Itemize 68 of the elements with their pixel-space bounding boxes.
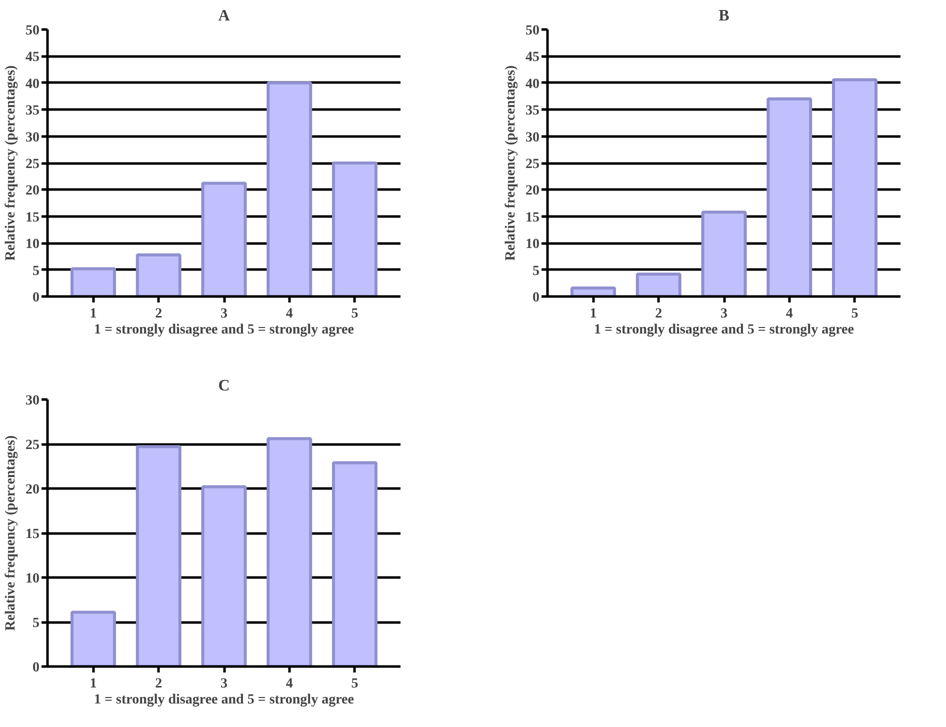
y-axis-title: Relative frequency (percentages) [4, 434, 18, 631]
y-tick-label: 20 [26, 184, 40, 199]
y-tick-label: 30 [26, 130, 40, 146]
x-axis-title: 1 = strongly disagree and 5 = strongly agree [594, 322, 854, 338]
y-tick-label: 35 [526, 104, 540, 119]
chart-title: B [718, 8, 730, 24]
x-tick-label: 3 [720, 306, 728, 322]
y-tick-label: 10 [26, 237, 40, 252]
y-tick-label: 5 [532, 264, 540, 279]
x-axis-title: 1 = strongly disagree and 5 = strongly agree [94, 322, 354, 338]
y-tick-label: 0 [32, 290, 40, 306]
bar [266, 81, 312, 296]
bar [70, 610, 116, 666]
y-tick-label: 30 [526, 130, 540, 146]
y-tick-label: 25 [26, 157, 40, 172]
y-tick-label: 20 [26, 482, 40, 498]
y-tick-label: 45 [26, 50, 40, 66]
chart-title: C [218, 378, 230, 394]
y-tick-label: 40 [526, 76, 540, 92]
x-tick-label: 1 [90, 676, 97, 692]
y-tick-label: 0 [32, 660, 40, 676]
bar [201, 182, 247, 296]
y-axis-title: Relative frequency (percentages) [4, 64, 18, 261]
x-tick-label: 1 [590, 306, 597, 322]
x-tick-label: 1 [90, 306, 97, 322]
x-tick-label: 2 [655, 306, 662, 322]
x-tick-label: 5 [351, 676, 358, 692]
y-tick-label: 20 [526, 184, 540, 199]
bar [332, 162, 378, 296]
x-tick-label: 3 [220, 676, 228, 692]
y-axis-title: Relative frequency (percentages) [504, 64, 518, 261]
y-tick-label: 25 [526, 157, 540, 172]
y-tick-label: 5 [32, 616, 40, 631]
x-tick-label: 2 [155, 306, 162, 322]
bar [266, 437, 312, 666]
bar [201, 485, 247, 666]
bar [636, 272, 682, 296]
y-tick-label: 10 [526, 237, 540, 252]
y-tick-label: 50 [26, 24, 40, 38]
bar [832, 78, 878, 296]
y-tick-label: 35 [26, 104, 40, 119]
y-tick-label: 15 [26, 210, 40, 226]
x-axis-title: 1 = strongly disagree and 5 = strongly agree [94, 692, 354, 708]
bar [136, 253, 182, 296]
chart-title: A [218, 8, 230, 24]
y-tick-label: 50 [526, 24, 540, 38]
y-tick-label: 15 [26, 527, 40, 542]
y-tick-label: 10 [26, 572, 40, 586]
x-tick-label: 5 [351, 306, 358, 322]
y-tick-label: 45 [526, 50, 540, 66]
x-tick-label: 4 [286, 306, 293, 322]
x-tick-label: 4 [286, 676, 293, 692]
bar [70, 267, 116, 296]
bar [332, 461, 378, 666]
y-tick-label: 40 [26, 76, 40, 92]
y-tick-label: 5 [32, 264, 40, 279]
y-tick-label: 0 [532, 290, 540, 306]
y-tick-label: 15 [526, 210, 540, 226]
x-tick-label: 5 [851, 306, 858, 322]
x-tick-label: 3 [220, 306, 228, 322]
x-tick-label: 4 [786, 306, 793, 322]
bar [766, 97, 812, 296]
y-tick-label: 25 [26, 438, 40, 453]
y-tick-label: 30 [26, 394, 40, 408]
bar [570, 286, 616, 296]
x-tick-label: 2 [155, 676, 162, 692]
bar [701, 210, 747, 296]
bar [136, 445, 182, 666]
